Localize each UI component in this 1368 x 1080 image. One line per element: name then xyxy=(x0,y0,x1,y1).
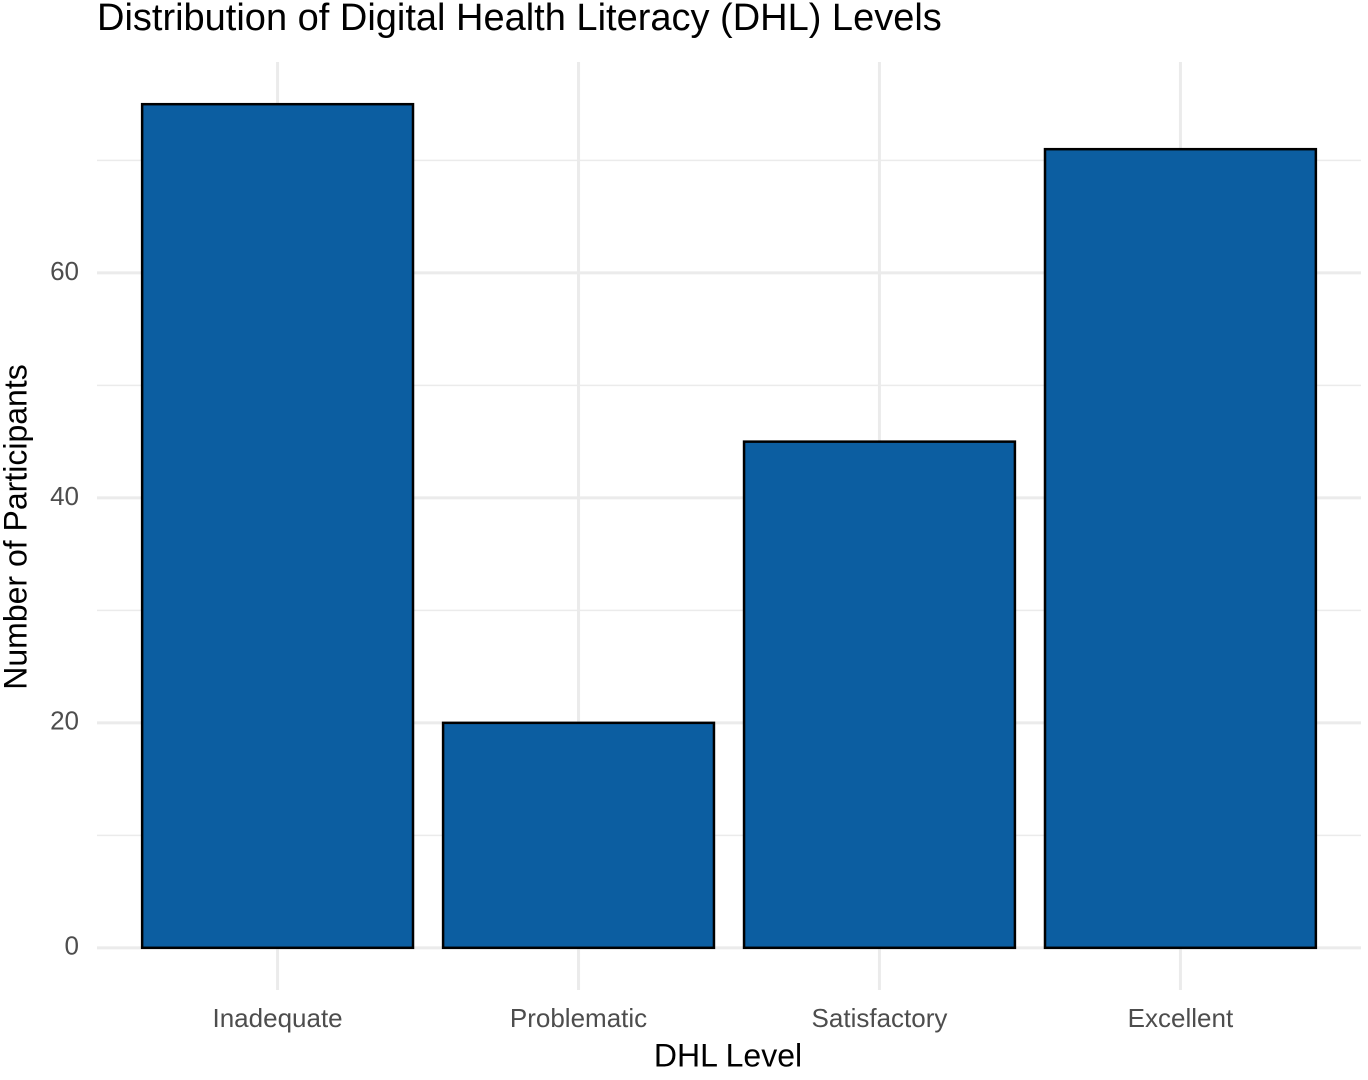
x-tick-label: Excellent xyxy=(1128,1003,1234,1033)
bar xyxy=(441,721,716,950)
bar xyxy=(140,102,415,950)
x-tick-label: Problematic xyxy=(510,1003,647,1033)
chart-title: Distribution of Digital Health Literacy … xyxy=(97,0,942,39)
bar xyxy=(742,440,1017,950)
y-tick-label: 40 xyxy=(50,481,79,511)
bar xyxy=(1043,147,1318,950)
y-axis-label: Number of Participants xyxy=(0,364,33,689)
x-tick-label: Inadequate xyxy=(213,1003,343,1033)
x-axis-label: DHL Level xyxy=(654,1037,802,1073)
x-tick-label: Satisfactory xyxy=(812,1003,948,1033)
y-tick-label: 20 xyxy=(50,706,79,736)
y-tick-label: 0 xyxy=(65,931,79,961)
y-tick-label: 60 xyxy=(50,256,79,286)
